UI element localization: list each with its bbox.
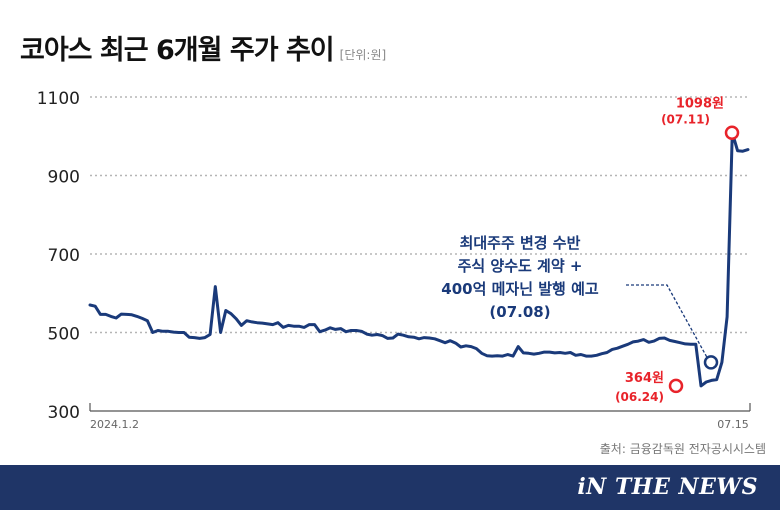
min-marker: [668, 378, 684, 394]
y-tick-label: 300: [48, 403, 80, 423]
max-marker: [724, 125, 740, 140]
footer-bar: iN THE NEWS: [0, 465, 780, 510]
y-tick-label: 900: [48, 168, 80, 188]
x-tick-label: 07.15: [717, 418, 749, 431]
min-date-label: (06.24): [615, 390, 664, 404]
min-value-label: 364원: [625, 371, 664, 386]
price-line: [88, 131, 750, 388]
event-annotation-line: 최대주주 변경 수반: [460, 234, 581, 252]
chart-title: 코아스 최근 6개월 주가 추이: [20, 35, 335, 66]
event-annotation-line: 400억 메자닌 발행 예고: [441, 280, 599, 298]
event-annotation-line: 주식 양수도 계약 +: [458, 257, 583, 275]
max-value-label: 1098원: [676, 97, 724, 112]
x-tick-label: 2024.1.2: [90, 418, 139, 431]
y-tick-label: 500: [48, 325, 80, 345]
y-tick-label: 700: [48, 246, 80, 266]
event-marker: [703, 355, 719, 370]
title-block: 코아스 최근 6개월 주가 추이 [단위:원]: [20, 28, 386, 67]
source-text: 출처: 금융감독원 전자공시시스템: [599, 442, 766, 456]
unit-label: [단위:원]: [339, 48, 387, 62]
event-leader-line: [626, 284, 708, 358]
brand-logo: iN THE NEWS: [577, 474, 758, 500]
event-annotation-line: (07.08): [489, 303, 550, 321]
line-chart: 300 500 700 900 1100 2024.1.2 07.15 1098원(07.11…: [37, 89, 751, 431]
max-date-label: (07.11): [661, 113, 710, 127]
y-tick-label: 1100: [37, 89, 80, 109]
